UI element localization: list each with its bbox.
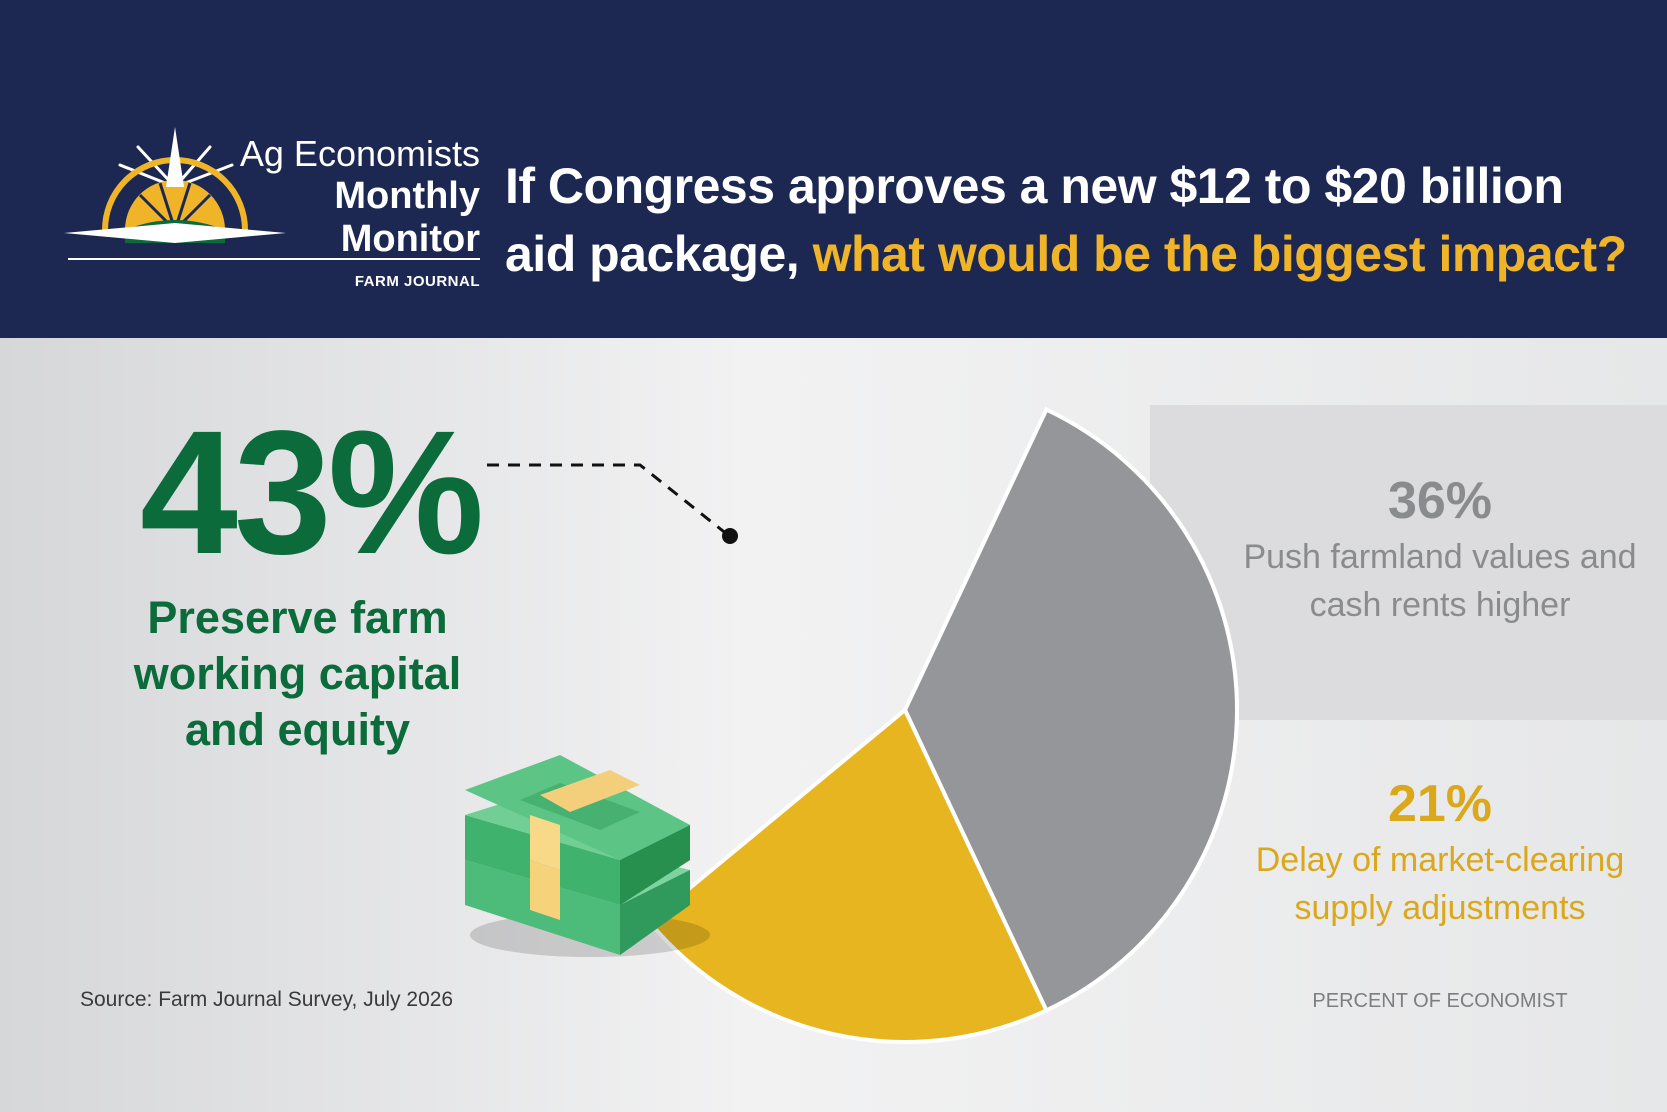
pie-slice-farmland-values — [902, 406, 1239, 1014]
callout-leader-line — [487, 463, 729, 537]
logo-title-line1: Ag Economists — [239, 133, 480, 174]
logo: Ag Economists Monthly Monitor FARM JOURN… — [60, 125, 480, 305]
callout-gray-percent: 36% — [1387, 472, 1493, 530]
callout-green-label: Preserve farm working capital and equity — [133, 592, 462, 755]
question-highlight: what would be the biggest impact? — [812, 226, 1628, 282]
logo-title-line3: Monitor — [340, 218, 480, 260]
source-note: Source: Farm Journal Survey, July 2026 — [80, 988, 454, 1011]
pie-slice-supply-adjustments — [646, 706, 1050, 1044]
header-banner: Ag Economists Monthly Monitor FARM JOURN… — [0, 0, 1667, 338]
callout-gray-label: Push farmland values and cash rents high… — [1243, 538, 1637, 624]
logo-divider — [68, 258, 480, 260]
survey-question: If Congress approves a new $12 to $20 bi… — [505, 152, 1645, 288]
logo-title-line2: Monthly — [334, 175, 480, 217]
money-stack-icon — [465, 755, 710, 957]
percent-of-economist-note: PERCENT OF ECONOMIST — [1312, 990, 1568, 1012]
callout-leader-dot — [722, 528, 738, 544]
question-text: If Congress approves a new $12 to $20 bi… — [505, 158, 1564, 282]
callout-green-percent: 43% — [140, 395, 484, 591]
compass-sun-logo-icon — [64, 127, 286, 243]
farm-journal-brand: FARM JOURNAL — [354, 273, 480, 290]
callout-gold-label: Delay of market-clearing supply adjustme… — [1255, 841, 1625, 927]
callout-gold-percent: 21% — [1387, 775, 1493, 833]
